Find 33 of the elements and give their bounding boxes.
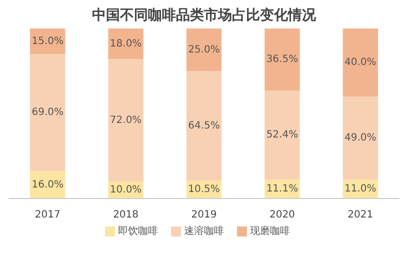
bar xyxy=(108,28,144,60)
data-label: 49.0% xyxy=(344,132,376,144)
bar xyxy=(264,28,300,91)
data-label: 11.1% xyxy=(266,184,298,195)
data-label: 18.0% xyxy=(110,38,142,50)
legend-label: 即饮咖啡 xyxy=(118,225,158,237)
legend-label: 速溶咖啡 xyxy=(184,225,224,237)
data-label: 10.0% xyxy=(110,184,142,196)
data-label: 40.0% xyxy=(344,57,376,68)
data-label: 64.5% xyxy=(188,120,220,132)
x-tick-label: 2019 xyxy=(191,210,217,220)
bar xyxy=(342,96,378,180)
x-tick-label: 2021 xyxy=(348,210,374,220)
data-label: 69.0% xyxy=(32,107,64,118)
x-tick-label: 2020 xyxy=(269,210,295,220)
x-tick-label: 2018 xyxy=(113,210,139,220)
data-label: 52.4% xyxy=(266,130,298,141)
bar xyxy=(30,54,66,172)
data-label: 36.5% xyxy=(266,54,298,66)
bar xyxy=(108,59,144,182)
data-label: 16.0% xyxy=(32,179,64,190)
data-label: 11.0% xyxy=(344,184,376,195)
data-label: 10.5% xyxy=(188,184,220,196)
x-tick-label: 2017 xyxy=(34,210,60,220)
bar xyxy=(186,71,222,181)
bar xyxy=(342,28,378,96)
data-label: 25.0% xyxy=(188,44,220,56)
bar xyxy=(264,90,300,180)
data-label: 15.0% xyxy=(32,36,64,47)
chart-title: 中国不同咖啡品类市场占比变化情况 xyxy=(92,6,317,24)
bar xyxy=(186,28,222,71)
data-label: 72.0% xyxy=(110,114,142,126)
legend-label: 现磨咖啡 xyxy=(250,225,290,237)
